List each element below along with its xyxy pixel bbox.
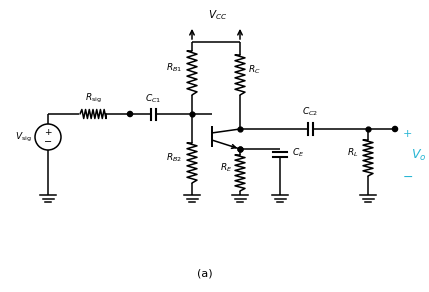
Text: $R_E$: $R_E$ [220, 162, 232, 174]
Text: $R_{B1}$: $R_{B1}$ [166, 62, 182, 74]
Text: +: + [403, 129, 412, 139]
Text: −: − [403, 171, 414, 183]
Text: (a): (a) [196, 269, 212, 279]
Text: $C_E$: $C_E$ [292, 147, 304, 159]
Text: $R_{\rm sig}$: $R_{\rm sig}$ [85, 92, 101, 105]
Text: $C_{C2}$: $C_{C2}$ [302, 105, 318, 118]
Text: $C_{C1}$: $C_{C1}$ [145, 93, 161, 105]
Text: $V_{\rm sig}$: $V_{\rm sig}$ [15, 131, 32, 144]
Text: $R_C$: $R_C$ [248, 64, 261, 76]
Text: $V_{CC}$: $V_{CC}$ [208, 8, 228, 22]
Text: $V_o$: $V_o$ [411, 148, 426, 163]
Circle shape [393, 126, 398, 131]
Text: $R_{B2}$: $R_{B2}$ [166, 152, 182, 164]
Circle shape [127, 112, 133, 117]
Text: −: − [44, 136, 52, 147]
Text: $R_L$: $R_L$ [347, 147, 358, 159]
Text: +: + [44, 128, 52, 137]
